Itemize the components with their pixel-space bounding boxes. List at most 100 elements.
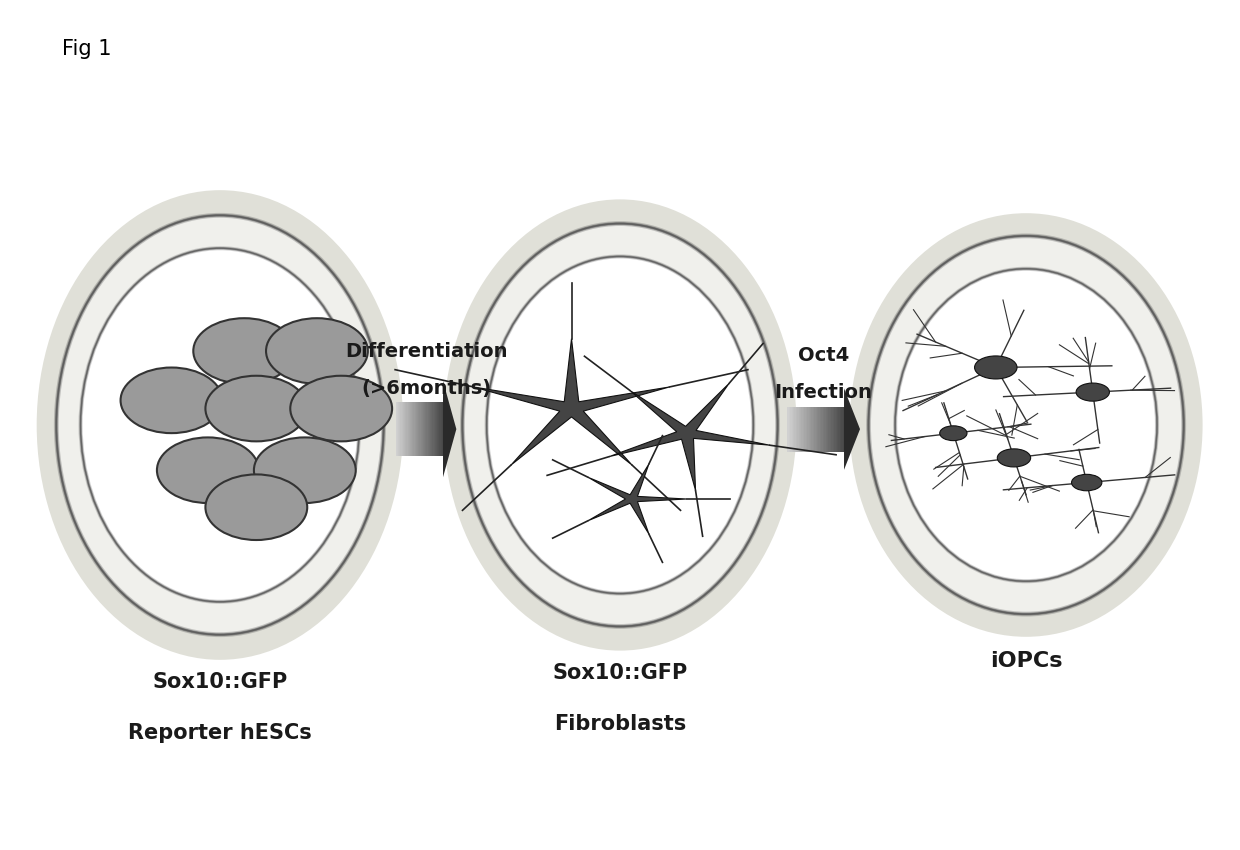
Bar [817, 406, 820, 451]
Bar [412, 402, 413, 456]
Bar [839, 406, 842, 451]
Bar [787, 406, 790, 451]
Ellipse shape [895, 269, 1157, 581]
Bar [413, 402, 415, 456]
Bar [835, 406, 837, 451]
Ellipse shape [444, 200, 796, 650]
Bar [419, 402, 422, 456]
Bar [432, 402, 434, 456]
Bar [831, 406, 833, 451]
Ellipse shape [37, 190, 403, 660]
Bar [826, 406, 828, 451]
Ellipse shape [193, 318, 295, 384]
Ellipse shape [940, 426, 967, 440]
Bar [789, 406, 791, 451]
Bar [441, 402, 444, 456]
Bar [439, 402, 441, 456]
Bar [823, 406, 826, 451]
Ellipse shape [849, 213, 1203, 637]
Text: Infection: Infection [775, 383, 873, 402]
Bar [836, 406, 838, 451]
Bar [801, 406, 804, 451]
Bar [843, 406, 846, 451]
Bar [401, 402, 403, 456]
Bar [795, 406, 797, 451]
Ellipse shape [81, 248, 360, 602]
Bar [808, 406, 811, 451]
Ellipse shape [868, 236, 1184, 614]
Bar [423, 402, 425, 456]
Bar [800, 406, 802, 451]
Bar [811, 406, 813, 451]
Ellipse shape [267, 318, 368, 384]
Bar [436, 402, 438, 456]
Bar [420, 402, 423, 456]
Bar [404, 402, 407, 456]
Bar [805, 406, 807, 451]
Ellipse shape [56, 215, 383, 635]
Bar [816, 406, 818, 451]
Bar [792, 406, 796, 451]
Bar [827, 406, 830, 451]
Ellipse shape [206, 376, 308, 441]
Bar [806, 406, 808, 451]
Bar [837, 406, 839, 451]
Polygon shape [443, 381, 456, 477]
Ellipse shape [157, 438, 259, 503]
Bar [422, 402, 424, 456]
Bar [414, 402, 417, 456]
Bar [820, 406, 822, 451]
Bar [418, 402, 420, 456]
Bar [403, 402, 405, 456]
Ellipse shape [206, 474, 308, 540]
Bar [791, 406, 794, 451]
Polygon shape [844, 388, 861, 470]
Bar [435, 402, 438, 456]
Bar [417, 402, 419, 456]
Ellipse shape [1076, 383, 1110, 401]
Bar [425, 402, 428, 456]
Bar [812, 406, 816, 451]
Ellipse shape [1071, 474, 1102, 490]
Bar [399, 402, 402, 456]
Bar [424, 402, 427, 456]
Bar [434, 402, 436, 456]
Bar [402, 402, 404, 456]
Bar [398, 402, 401, 456]
Bar [428, 402, 430, 456]
Bar [409, 402, 412, 456]
Bar [429, 402, 432, 456]
Ellipse shape [486, 257, 754, 593]
Ellipse shape [254, 438, 356, 503]
Text: Fibroblasts: Fibroblasts [554, 714, 686, 734]
Text: Sox10::GFP: Sox10::GFP [153, 672, 288, 692]
Ellipse shape [997, 449, 1030, 467]
Bar [440, 402, 443, 456]
Bar [407, 402, 409, 456]
Bar [430, 402, 433, 456]
Bar [818, 406, 821, 451]
Bar [405, 402, 408, 456]
Bar [412, 402, 414, 456]
Bar [408, 402, 410, 456]
Bar [841, 406, 843, 451]
Bar [815, 406, 817, 451]
Text: Sox10::GFP: Sox10::GFP [552, 664, 688, 683]
Bar [802, 406, 806, 451]
Polygon shape [588, 464, 687, 534]
Bar [410, 402, 413, 456]
Bar [799, 406, 801, 451]
Bar [415, 402, 418, 456]
Bar [825, 406, 827, 451]
Bar [810, 406, 812, 451]
Bar [396, 402, 398, 456]
Polygon shape [474, 338, 670, 465]
Bar [828, 406, 831, 451]
Text: Fig 1: Fig 1 [62, 38, 112, 59]
Bar [397, 402, 399, 456]
Ellipse shape [463, 224, 777, 626]
Bar [438, 402, 440, 456]
Text: Differentiation: Differentiation [345, 343, 507, 361]
Ellipse shape [975, 356, 1017, 379]
Bar [427, 402, 429, 456]
